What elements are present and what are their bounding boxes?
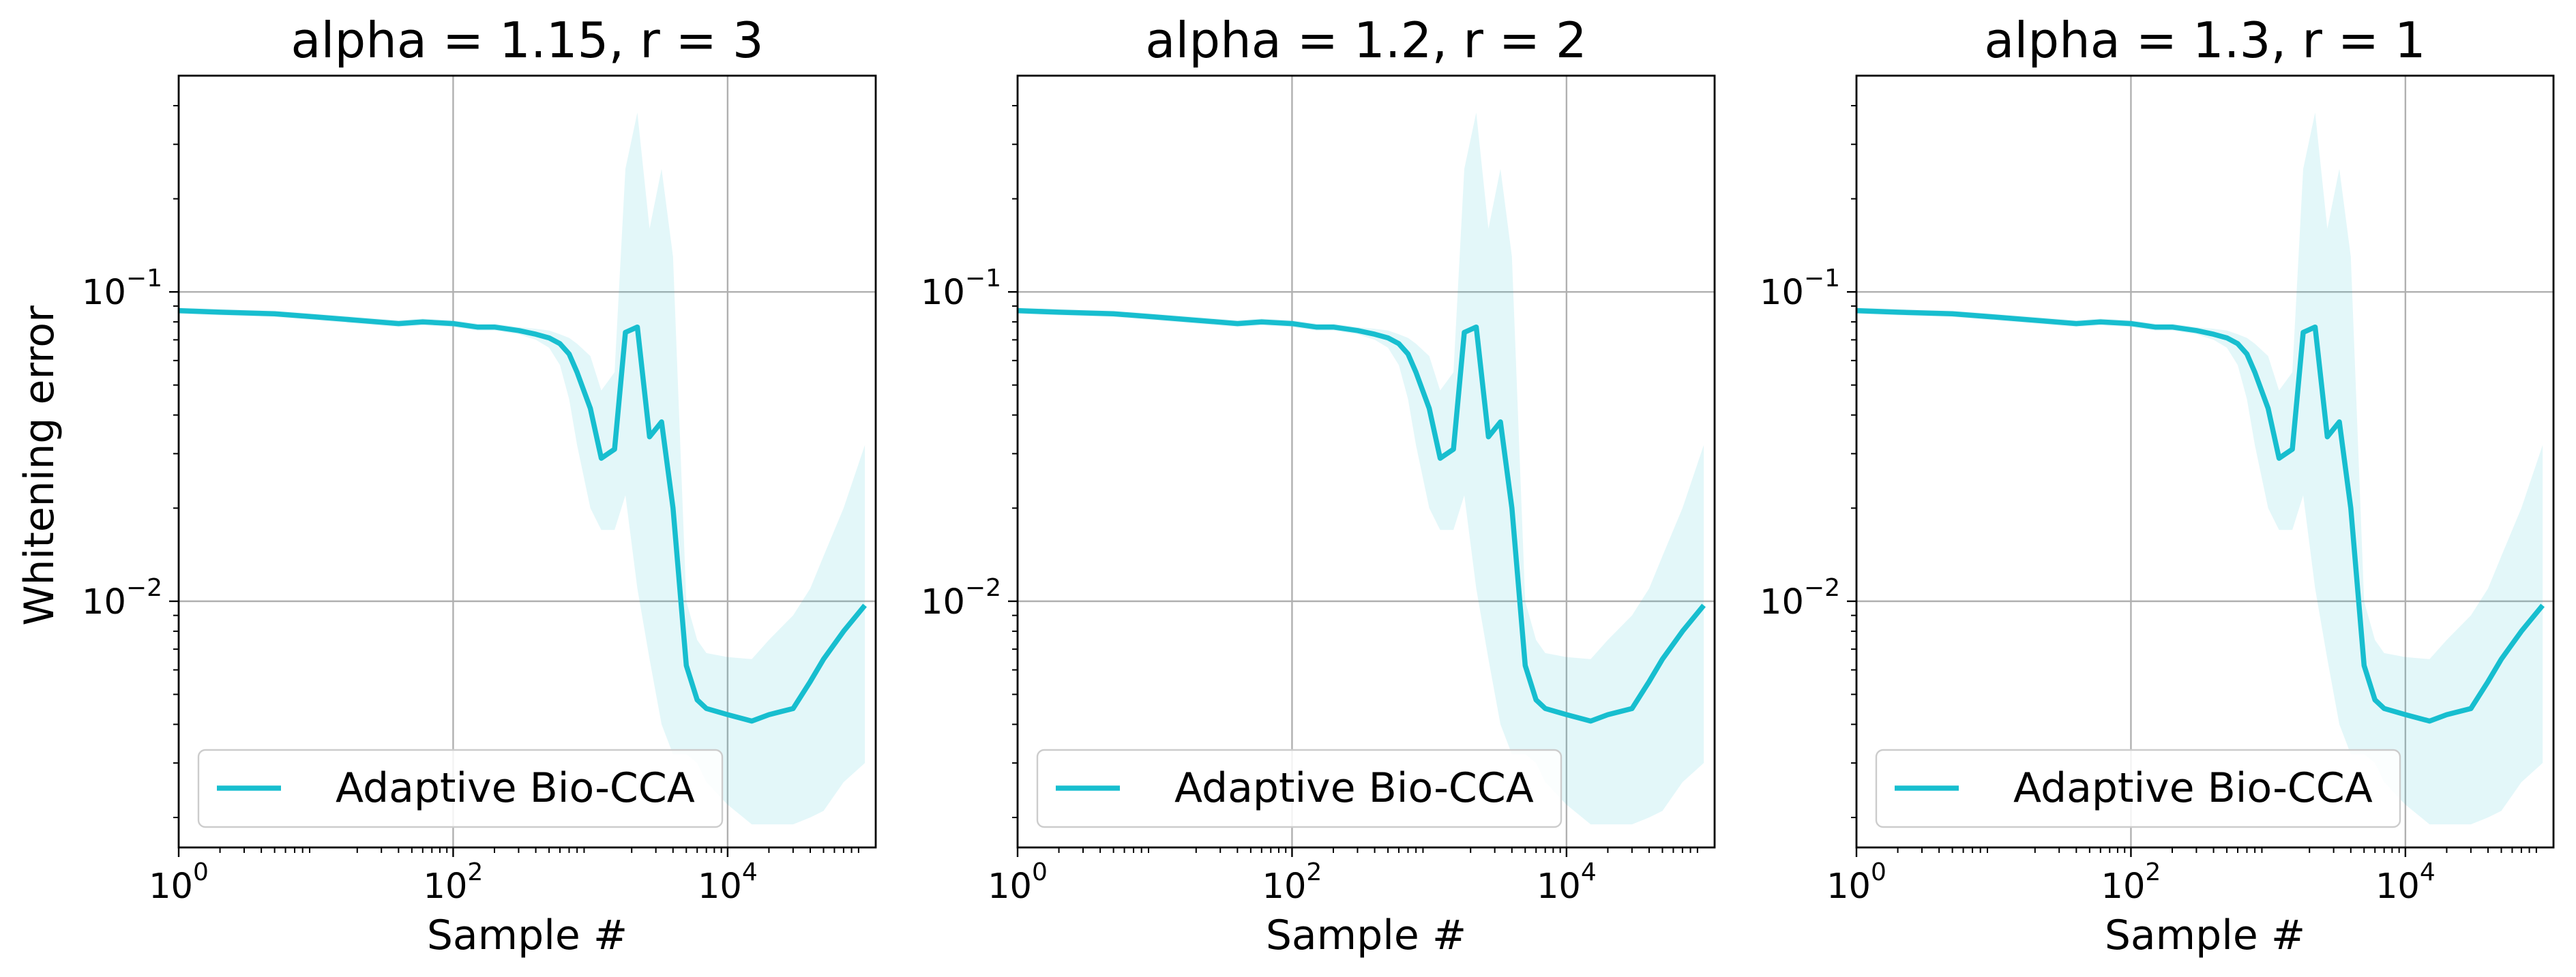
x-tick-base: 10 — [698, 867, 742, 907]
x-tick-label: 104 — [698, 858, 758, 907]
y-tick-base: 10 — [921, 273, 965, 313]
x-tick-exponent: 4 — [742, 858, 758, 886]
legend-label: Adaptive Bio-CCA — [336, 764, 695, 812]
legend-box — [197, 749, 724, 828]
legend-label: Adaptive Bio-CCA — [2013, 764, 2373, 812]
y-tick-base: 10 — [921, 582, 965, 622]
y-tick-label: 10−2 — [82, 574, 162, 622]
x-tick-base: 10 — [1826, 867, 1871, 907]
x-tick-label: 104 — [1537, 858, 1597, 907]
confidence-band — [1856, 112, 2543, 825]
legend-box — [1875, 749, 2401, 828]
series-line — [1856, 307, 2545, 724]
chart-title: alpha = 1.2, r = 2 — [1145, 12, 1586, 69]
y-tick-label: 10−2 — [1760, 574, 1840, 622]
y-tick-exponent: −1 — [126, 265, 162, 292]
x-tick-base: 10 — [149, 867, 193, 907]
figure-ylabel: Whitening error — [16, 305, 63, 626]
series-line — [179, 307, 867, 724]
axes-frame — [177, 74, 877, 849]
y-tick-label: 10−2 — [921, 574, 1001, 622]
confidence-band — [179, 112, 865, 825]
y-tick-exponent: −1 — [965, 265, 1001, 292]
legend: Adaptive Bio-CCA — [197, 749, 724, 828]
x-tick-base: 10 — [424, 867, 468, 907]
x-tick-exponent: 0 — [1032, 858, 1048, 886]
x-tick-label: 102 — [1262, 858, 1322, 907]
x-tick-label: 100 — [1826, 858, 1886, 907]
x-tick-exponent: 2 — [2145, 858, 2161, 886]
x-tick-exponent: 4 — [1581, 858, 1597, 886]
x-tick-label: 100 — [149, 858, 209, 907]
confidence-band — [1018, 112, 1704, 825]
axes-frame — [1016, 74, 1716, 849]
y-tick-base: 10 — [1760, 273, 1804, 313]
x-tick-label: 102 — [424, 858, 484, 907]
legend: Adaptive Bio-CCA — [1036, 749, 1563, 828]
x-tick-exponent: 2 — [1306, 858, 1322, 886]
y-tick-label: 10−1 — [921, 265, 1001, 313]
legend: Adaptive Bio-CCA — [1875, 749, 2401, 828]
x-axis-label: Sample # — [427, 912, 627, 959]
x-axis-label: Sample # — [2105, 912, 2305, 959]
chart-title: alpha = 1.3, r = 1 — [1984, 12, 2425, 69]
x-tick-exponent: 0 — [193, 858, 209, 886]
y-tick-base: 10 — [82, 582, 126, 622]
x-tick-exponent: 0 — [1871, 858, 1886, 886]
axes-frame — [1855, 74, 2555, 849]
x-tick-base: 10 — [1262, 867, 1307, 907]
x-tick-label: 100 — [988, 858, 1048, 907]
series-line — [1018, 307, 1706, 724]
y-tick-label: 10−1 — [82, 265, 162, 313]
chart-title: alpha = 1.15, r = 3 — [291, 12, 763, 69]
legend-label: Adaptive Bio-CCA — [1174, 764, 1534, 812]
x-tick-exponent: 2 — [467, 858, 483, 886]
y-tick-exponent: −2 — [965, 574, 1001, 602]
x-tick-base: 10 — [2375, 867, 2420, 907]
y-tick-exponent: −2 — [126, 574, 162, 602]
x-axis-label: Sample # — [1266, 912, 1466, 959]
y-tick-exponent: −1 — [1804, 265, 1840, 292]
x-tick-base: 10 — [2101, 867, 2146, 907]
y-tick-base: 10 — [1760, 582, 1804, 622]
legend-box — [1036, 749, 1563, 828]
x-tick-label: 104 — [2375, 858, 2436, 907]
x-tick-label: 102 — [2101, 858, 2161, 907]
x-tick-base: 10 — [1537, 867, 1581, 907]
y-tick-base: 10 — [82, 273, 126, 313]
y-tick-label: 10−1 — [1760, 265, 1840, 313]
x-tick-base: 10 — [988, 867, 1032, 907]
y-tick-exponent: −2 — [1804, 574, 1840, 602]
x-tick-exponent: 4 — [2420, 858, 2436, 886]
